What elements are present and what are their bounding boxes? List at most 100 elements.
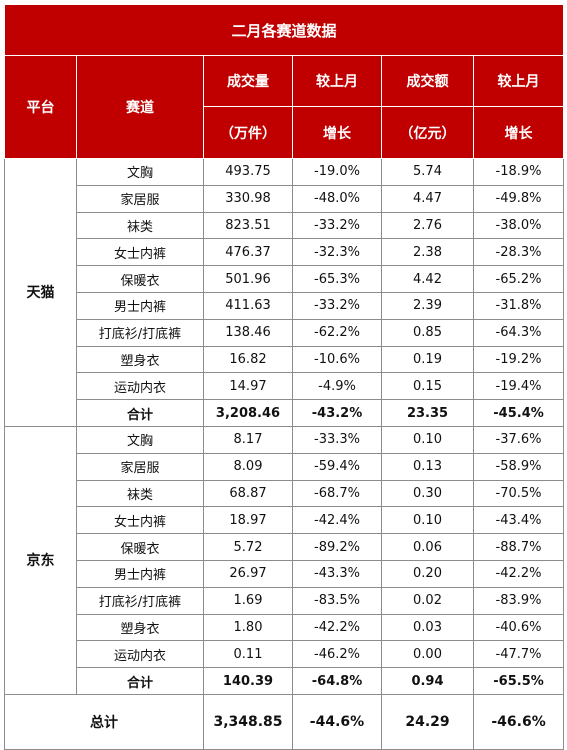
track-cell: 保暖衣 [76, 265, 204, 293]
table-row: 袜类 68.87 -68.7% 0.30 -70.5% [5, 479, 565, 508]
volume-cell: 26.97 [203, 559, 293, 588]
table-row: 运动内衣 14.97 -4.9% 0.15 -19.4% [5, 372, 565, 401]
platform-cell: 天猫 [4, 158, 77, 427]
subtotal-label: 合计 [76, 399, 204, 427]
volume-change-cell: -33.2% [292, 211, 382, 240]
grand-total-row: 总计 3,348.85 -44.6% 24.29 -46.6% [4, 693, 565, 750]
volume-change-cell: -42.4% [292, 506, 382, 535]
volume-change-cell: -43.3% [292, 559, 382, 588]
volume-change-cell: -19.0% [292, 158, 382, 186]
volume-cell: 330.98 [203, 184, 293, 213]
title-row: 二月各赛道数据 [3, 4, 565, 56]
amount-cell: 5.74 [381, 158, 474, 186]
track-cell: 打底衫/打底裤 [76, 586, 204, 615]
header-volume-change: 较上月 [292, 55, 382, 107]
track-cell: 运动内衣 [76, 640, 204, 669]
volume-cell: 476.37 [203, 238, 293, 267]
amount-cell: 0.85 [381, 318, 474, 347]
table-row: 保暖衣 5.72 -89.2% 0.06 -88.7% [5, 533, 565, 561]
amount-cell: 2.76 [381, 211, 474, 240]
amount-change-cell: -49.8% [472, 184, 565, 213]
amount-cell: 2.39 [381, 291, 474, 320]
amount-change-cell: -47.7% [472, 640, 565, 669]
subtotal-volume: 3,208.46 [203, 399, 293, 427]
subtotal-amount-change: -45.4% [472, 399, 565, 427]
data-table-container: 二月各赛道数据 平台 赛道 成交量 较上月 成交额 较上月 （万件） 增长 （亿… [3, 4, 565, 750]
amount-change-cell: -70.5% [472, 479, 565, 508]
volume-change-cell: -65.3% [292, 265, 382, 293]
amount-cell: 0.15 [381, 372, 474, 401]
grand-total-label: 总计 [4, 693, 204, 750]
header-row-1: 平台 赛道 成交量 较上月 成交额 较上月 [4, 55, 565, 159]
table-row: 家居服 330.98 -48.0% 4.47 -49.8% [5, 184, 565, 213]
header-volume-unit: （万件） [203, 106, 293, 159]
volume-cell: 18.97 [203, 506, 293, 535]
header-amount-change-sub: 增长 [472, 106, 565, 159]
track-cell: 打底衫/打底裤 [76, 318, 204, 347]
table-row: 家居服 8.09 -59.4% 0.13 -58.9% [5, 452, 565, 481]
volume-change-cell: -89.2% [292, 533, 382, 561]
amount-cell: 2.38 [381, 238, 474, 267]
amount-cell: 0.06 [381, 533, 474, 561]
header-row-2: （万件） 增长 （亿元） 增长 [5, 106, 565, 159]
track-cell: 运动内衣 [76, 372, 204, 401]
amount-change-cell: -31.8% [472, 291, 565, 320]
amount-change-cell: -28.3% [472, 238, 565, 267]
volume-change-cell: -62.2% [292, 318, 382, 347]
track-cell: 袜类 [76, 479, 204, 508]
amount-cell: 0.13 [381, 452, 474, 481]
track-data-table: 二月各赛道数据 平台 赛道 成交量 较上月 成交额 较上月 （万件） 增长 （亿… [3, 4, 565, 750]
amount-change-cell: -37.6% [472, 425, 565, 454]
amount-change-cell: -43.4% [472, 506, 565, 535]
amount-change-cell: -88.7% [472, 533, 565, 561]
track-cell: 女士内裤 [76, 238, 204, 267]
table-row: 运动内衣 0.11 -46.2% 0.00 -47.7% [5, 640, 565, 669]
amount-cell: 0.19 [381, 345, 474, 374]
track-cell: 男士内裤 [76, 559, 204, 588]
table-row: 天猫 文胸 493.75 -19.0% 5.74 -18.9% [4, 158, 565, 427]
header-platform: 平台 [4, 55, 77, 159]
volume-cell: 5.72 [203, 533, 293, 561]
track-cell: 家居服 [76, 452, 204, 481]
header-amount: 成交额 [381, 55, 474, 107]
subtotal-label: 合计 [76, 667, 204, 695]
platform-cell: 京东 [4, 425, 77, 695]
table-row: 女士内裤 18.97 -42.4% 0.10 -43.4% [5, 506, 565, 535]
subtotal-volume: 140.39 [203, 667, 293, 695]
amount-cell: 4.47 [381, 184, 474, 213]
amount-cell: 4.42 [381, 265, 474, 293]
subtotal-volume-change: -43.2% [292, 399, 382, 427]
table-row: 塑身衣 1.80 -42.2% 0.03 -40.6% [5, 613, 565, 642]
volume-change-cell: -48.0% [292, 184, 382, 213]
volume-change-cell: -4.9% [292, 372, 382, 401]
amount-cell: 0.10 [381, 425, 474, 454]
amount-change-cell: -40.6% [472, 613, 565, 642]
table-row: 京东 文胸 8.17 -33.3% 0.10 -37.6% [4, 425, 565, 695]
table-row: 男士内裤 26.97 -43.3% 0.20 -42.2% [5, 559, 565, 588]
track-cell: 男士内裤 [76, 291, 204, 320]
amount-cell: 0.03 [381, 613, 474, 642]
volume-change-cell: -68.7% [292, 479, 382, 508]
table-title: 二月各赛道数据 [3, 4, 565, 56]
amount-change-cell: -83.9% [472, 586, 565, 615]
volume-cell: 1.80 [203, 613, 293, 642]
grand-total-amount: 24.29 [381, 693, 474, 750]
subtotal-row: 合计 140.39 -64.8% 0.94 -65.5% [5, 667, 565, 695]
volume-change-cell: -32.3% [292, 238, 382, 267]
volume-cell: 501.96 [203, 265, 293, 293]
volume-cell: 138.46 [203, 318, 293, 347]
track-cell: 女士内裤 [76, 506, 204, 535]
grand-total-volume-change: -44.6% [292, 693, 382, 750]
table-row: 男士内裤 411.63 -33.2% 2.39 -31.8% [5, 291, 565, 320]
header-track: 赛道 [76, 55, 204, 159]
track-cell: 塑身衣 [76, 345, 204, 374]
track-cell: 塑身衣 [76, 613, 204, 642]
table-row: 保暖衣 501.96 -65.3% 4.42 -65.2% [5, 265, 565, 293]
subtotal-amount-change: -65.5% [472, 667, 565, 695]
track-cell: 袜类 [76, 211, 204, 240]
grand-total-amount-change: -46.6% [472, 693, 565, 750]
volume-cell: 8.09 [203, 452, 293, 481]
subtotal-row: 合计 3,208.46 -43.2% 23.35 -45.4% [5, 399, 565, 427]
table-row: 袜类 823.51 -33.2% 2.76 -38.0% [5, 211, 565, 240]
volume-change-cell: -42.2% [292, 613, 382, 642]
